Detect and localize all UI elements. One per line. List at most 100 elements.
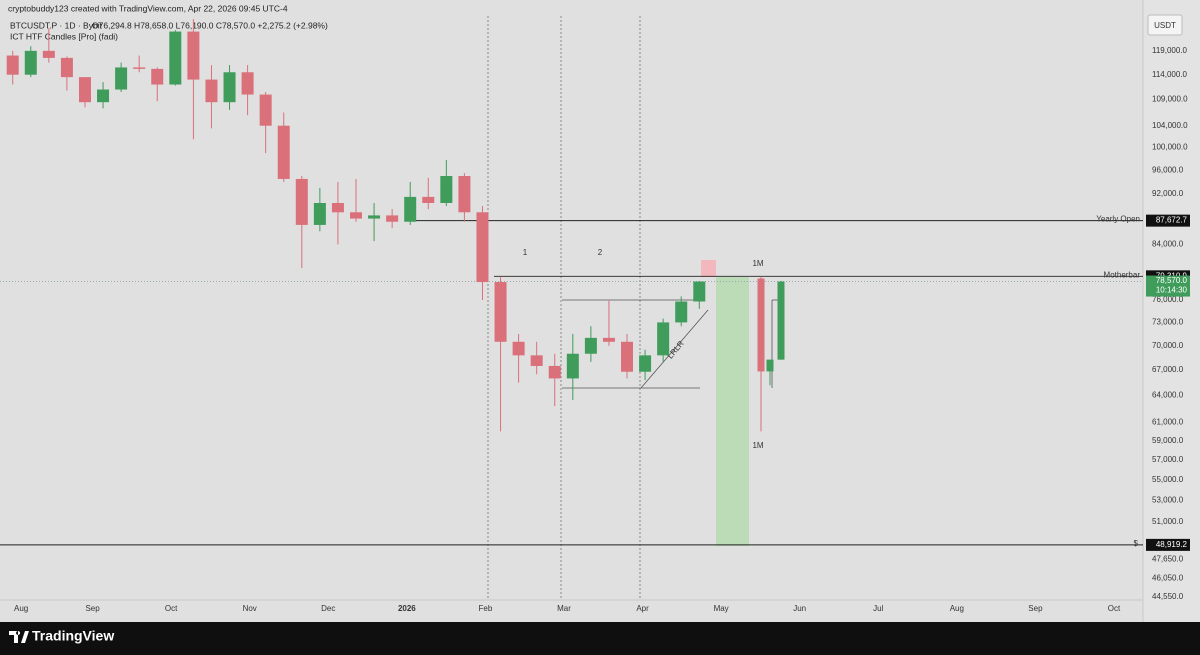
candle-body — [6, 55, 19, 75]
y-tick-label: 104,000.0 — [1152, 121, 1188, 130]
htf-candle-body — [766, 359, 774, 372]
candle-body — [386, 215, 399, 222]
candle-body — [60, 57, 73, 78]
candle-body — [458, 176, 471, 213]
y-tick-label: 51,000.0 — [1152, 517, 1184, 526]
htf-candle-body — [757, 278, 765, 372]
candle-body — [476, 212, 489, 283]
candle-body — [566, 353, 579, 379]
target-zone — [716, 277, 749, 546]
level-tag — [1146, 214, 1190, 227]
trendline — [640, 309, 709, 389]
x-tick-label: Apr — [636, 604, 649, 613]
x-tick-label: Sep — [85, 604, 100, 613]
x-tick-label: Feb — [479, 604, 493, 613]
byline: cryptobuddy123 created with TradingView.… — [8, 3, 288, 13]
candle-body — [512, 341, 525, 356]
currency[interactable]: USDT — [1154, 21, 1176, 30]
candle-body — [223, 72, 236, 103]
y-tick-label: 67,000.0 — [1152, 365, 1184, 374]
htf-label: 1M — [752, 259, 763, 268]
candle-body — [97, 89, 110, 103]
y-tick-label: 53,000.0 — [1152, 495, 1184, 504]
countdown: 10:14:30 — [1156, 286, 1188, 295]
candle-body — [639, 355, 652, 372]
x-tick-label: Oct — [1108, 604, 1121, 613]
x-tick-label: Jun — [793, 604, 806, 613]
y-tick-label: 73,000.0 — [1152, 318, 1184, 327]
y-tick-label: 100,000.0 — [1152, 143, 1188, 152]
x-tick-label: Aug — [14, 604, 28, 613]
symbol: BTCUSDT.P · 1D · Bybit — [10, 20, 103, 30]
candle-body — [350, 212, 363, 219]
x-tick-label: Nov — [243, 604, 257, 613]
y-tick-label: 114,000.0 — [1152, 70, 1188, 79]
y-tick-label: 44,550.0 — [1152, 592, 1184, 601]
level-tag-label: 87,672.7 — [1156, 216, 1188, 225]
candle-body — [78, 77, 91, 103]
brand: TradingView — [32, 628, 114, 644]
y-tick-label: 119,000.0 — [1152, 46, 1188, 55]
candle-body — [584, 337, 597, 354]
y-tick-label: 46,050.0 — [1152, 574, 1184, 583]
candle-body — [277, 125, 290, 179]
last-price-tag — [1146, 275, 1190, 297]
x-tick-label: Dec — [321, 604, 335, 613]
candle-body — [187, 31, 200, 80]
candle-body — [675, 301, 688, 323]
candle-body — [42, 50, 55, 58]
y-tick-label: 47,650.0 — [1152, 555, 1184, 564]
candle-body — [133, 67, 146, 69]
level-name: Yearly Open — [1096, 215, 1140, 224]
y-tick-label: 109,000.0 — [1152, 95, 1188, 104]
ohlc: O76,294.8 H78,658.0 L76,190.0 C78,570.0 … — [92, 20, 328, 30]
annotation: 2 — [598, 248, 603, 257]
y-tick-label: 76,000.0 — [1152, 295, 1184, 304]
y-tick-label: 59,000.0 — [1152, 436, 1184, 445]
candle-body — [422, 196, 435, 203]
y-tick-label: 55,000.0 — [1152, 475, 1184, 484]
x-tick-label: Aug — [950, 604, 964, 613]
y-tick-label: 70,000.0 — [1152, 341, 1184, 350]
candle-body — [621, 341, 634, 372]
htf-candle-body — [777, 281, 785, 360]
candle-body — [151, 68, 164, 85]
candle-body — [241, 72, 254, 95]
level-tag — [1146, 538, 1190, 551]
candle-body — [602, 337, 615, 342]
candle-body — [530, 355, 543, 366]
candle-body — [295, 178, 308, 225]
candle-body — [169, 31, 182, 85]
x-tick-label: Oct — [165, 604, 178, 613]
candle-body — [494, 282, 507, 342]
candle-body — [205, 79, 218, 103]
level-name: Motherbar — [1104, 270, 1141, 279]
footer — [0, 622, 1200, 655]
logo — [9, 631, 29, 643]
candle-body — [24, 50, 37, 75]
candle-body — [404, 196, 417, 222]
candle-body — [313, 202, 326, 225]
y-tick-label: 96,000.0 — [1152, 165, 1184, 174]
x-tick-label: 2026 — [398, 604, 416, 613]
last-price-label: 78,570.0 — [1156, 276, 1188, 285]
level-tag-label: 48,919.2 — [1156, 540, 1188, 549]
htf-label: 1M — [752, 441, 763, 450]
level-name: $ — [1134, 539, 1139, 548]
x-tick-label: Mar — [557, 604, 571, 613]
indicator: ICT HTF Candles [Pro] (fadi) — [10, 31, 118, 41]
y-tick-label: 57,000.0 — [1152, 455, 1184, 464]
x-tick-label: Jul — [873, 604, 883, 613]
x-tick-label: May — [714, 604, 729, 613]
annotation: 1 — [523, 248, 528, 257]
candle-body — [259, 94, 272, 126]
candle-body — [548, 365, 561, 379]
candle-body — [693, 281, 706, 302]
currency-box[interactable] — [1147, 14, 1183, 36]
price-axis — [1143, 0, 1200, 622]
y-tick-label: 92,000.0 — [1152, 189, 1184, 198]
candle-body — [657, 322, 670, 356]
candle-body — [440, 176, 453, 203]
